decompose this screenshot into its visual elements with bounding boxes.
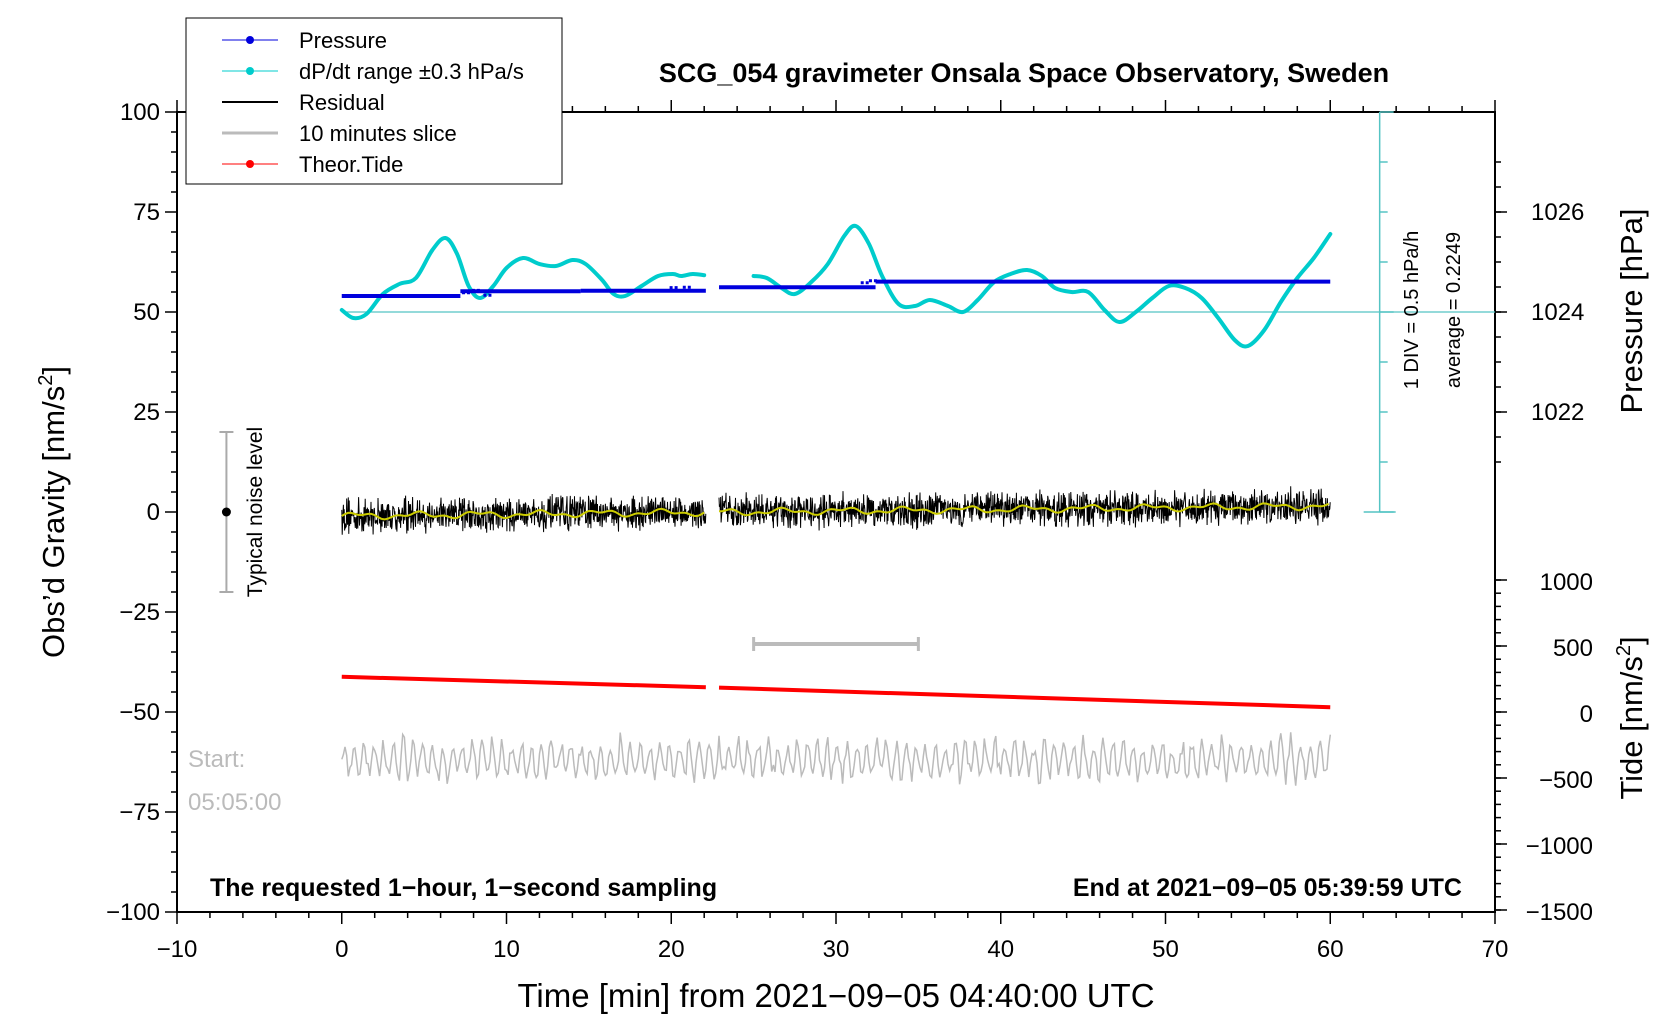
y-tick-label: 50 <box>133 299 160 326</box>
pressure-tick-label: 1022 <box>1531 399 1584 426</box>
slice-trace <box>341 732 1332 786</box>
tide-tick-label: −500 <box>1539 767 1593 794</box>
x-tick-label: 40 <box>987 936 1014 963</box>
y-tick-label: −50 <box>119 699 160 726</box>
noise-level-bar <box>219 431 234 593</box>
x-tick-label: 30 <box>823 936 850 963</box>
noise-bar-center <box>221 507 231 517</box>
legend-entry-dpdt: dP/dt range ±0.3 hPa/s <box>222 59 524 84</box>
tide-tick-label: 500 <box>1553 635 1593 662</box>
slice-range-bar <box>752 637 920 651</box>
legend-label: Residual <box>299 90 385 115</box>
y-tick-label: −25 <box>119 599 160 626</box>
y-tick-label: 75 <box>133 199 160 226</box>
legend: Pressure dP/dt range ±0.3 hPa/s Residual… <box>185 17 563 185</box>
legend-entry-tide: Theor.Tide <box>222 152 403 177</box>
residual-smooth <box>718 502 1330 517</box>
legend-entry-slice: 10 minutes slice <box>222 121 457 146</box>
y-axis-label-tide-end: ] <box>1614 636 1649 645</box>
legend-label: Pressure <box>299 28 387 53</box>
legend-box <box>185 17 563 185</box>
tide-segment <box>718 685 1331 710</box>
y-tick-label: 0 <box>147 499 160 526</box>
x-axis-label: Time [min] from 2021−09−05 04:40:00 UTC <box>517 977 1154 1014</box>
start-time-label: 05:05:00 <box>188 789 281 816</box>
legend-label: 10 minutes slice <box>299 121 457 146</box>
legend-marker <box>246 160 254 168</box>
slice-trace-line <box>341 732 1332 786</box>
tide-tick-label: −1000 <box>1526 833 1593 860</box>
y-axis-label-tide: Tide [nm/s2] <box>1613 636 1649 799</box>
start-label: Start: <box>188 746 245 773</box>
y-axis-label-left-sup: 2 <box>35 375 57 386</box>
y-axis-label-left-main: Obs’d Gravity [nm/s <box>36 386 71 658</box>
residual-series <box>341 486 1331 535</box>
x-tick-label: 70 <box>1482 936 1509 963</box>
residual-trace <box>341 493 707 535</box>
footer-sampling-label: The requested 1−hour, 1−second sampling <box>210 874 717 902</box>
tide-tick-label: 0 <box>1580 701 1593 728</box>
x-tick-label: 20 <box>658 936 685 963</box>
pressure-tick-label: 1026 <box>1531 199 1584 226</box>
x-tick-label: 60 <box>1317 936 1344 963</box>
x-tick-label: 50 <box>1152 936 1179 963</box>
x-tick-label: 10 <box>493 936 520 963</box>
y-axis-label-tide-sup: 2 <box>1613 645 1635 656</box>
y-tick-label: −75 <box>119 799 160 826</box>
tide-tick-label: 1000 <box>1540 569 1593 596</box>
noise-level-label: Typical noise level <box>244 427 267 597</box>
x-tick-label: −10 <box>157 936 198 963</box>
y-axis-label-left: Obs’d Gravity [nm/s2] <box>35 366 71 658</box>
dpdt-curve <box>751 223 1333 349</box>
tide-segment <box>341 674 706 690</box>
pressure-scale-label: 1 DIV = 0.5 hPa/h <box>1401 231 1423 389</box>
y-tick-label: −100 <box>106 899 160 926</box>
chart-title: SCG_054 gravimeter Onsala Space Observat… <box>659 58 1389 88</box>
legend-marker <box>246 67 254 75</box>
dpdt-curve <box>339 235 707 321</box>
y-axis-label-pressure: Pressure [hPa] <box>1614 208 1649 413</box>
legend-label: dP/dt range ±0.3 hPa/s <box>299 59 524 84</box>
tide-tick-label: −1500 <box>1526 899 1593 926</box>
y-axis-label-left-end: ] <box>36 366 71 375</box>
x-tick-label: 0 <box>335 936 348 963</box>
residual-smooth <box>341 507 705 521</box>
legend-marker <box>246 36 254 44</box>
y-axis-label-tide-main: Tide [nm/s <box>1614 656 1649 800</box>
footer-end-label: End at 2021−09−05 05:39:59 UTC <box>1073 874 1462 902</box>
pressure-series <box>341 279 1331 298</box>
tide-series <box>341 674 1331 710</box>
pressure-tick-label: 1024 <box>1531 299 1584 326</box>
axis-ticks <box>165 100 1507 924</box>
residual-trace <box>718 486 1331 531</box>
legend-entry-pressure: Pressure <box>222 28 387 53</box>
legend-label: Theor.Tide <box>299 152 403 177</box>
y-tick-label: 25 <box>133 399 160 426</box>
legend-entry-residual: Residual <box>222 90 385 115</box>
y-tick-label: 100 <box>120 99 160 126</box>
dpdt-series <box>339 223 1333 349</box>
average-label: average = 0.2249 <box>1443 232 1465 388</box>
